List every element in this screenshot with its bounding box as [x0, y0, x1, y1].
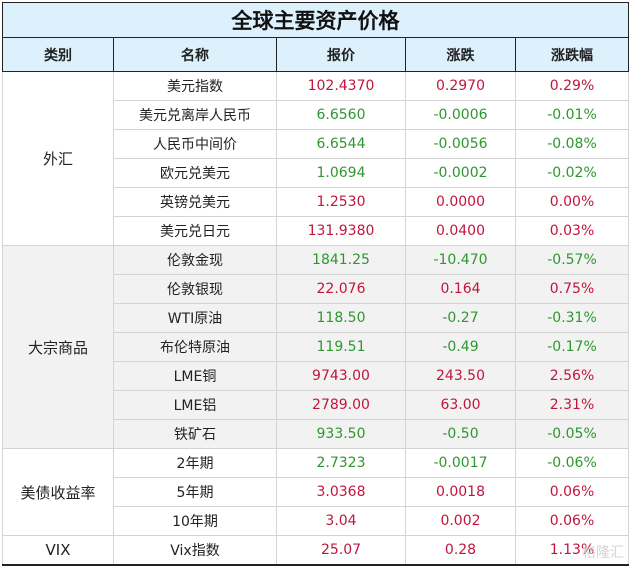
change-cell: 243.50 [405, 361, 516, 391]
table-title: 全球主要资产价格 [1, 2, 630, 38]
name-cell: 铁矿石 [113, 419, 277, 449]
pct-cell: 1.13% [514, 535, 630, 566]
category-cell: VIX [2, 535, 114, 566]
pct-cell: -0.05% [514, 419, 630, 449]
price-cell: 933.50 [276, 419, 406, 449]
table-row: 大宗商品 伦敦金现 1841.25 -10.470 -0.57% [2, 245, 630, 449]
category-cell: 外汇 [2, 71, 114, 246]
name-cell: 英镑兑美元 [113, 187, 277, 217]
pct-cell: 0.06% [514, 506, 630, 536]
price-cell: 1.2530 [276, 187, 406, 217]
header-name: 名称 [113, 37, 277, 72]
name-cell: 伦敦银现 [113, 274, 277, 304]
pct-cell: 0.06% [514, 477, 630, 507]
price-cell: 3.0368 [276, 477, 406, 507]
change-cell: -0.0006 [405, 100, 516, 130]
pct-cell: -0.57% [514, 245, 630, 275]
pct-cell: -0.08% [514, 129, 630, 159]
change-cell: 0.002 [405, 506, 516, 536]
table-row: 5年期 3.0368 0.0018 0.06% [3, 477, 630, 507]
change-cell: -0.49 [405, 332, 516, 362]
table-row: LME铝 2789.00 63.00 2.31% [3, 390, 630, 420]
name-cell: 欧元兑美元 [113, 158, 277, 188]
name-cell: 2年期 [113, 448, 277, 478]
change-cell: 0.164 [405, 274, 516, 304]
change-cell: 0.0400 [405, 216, 516, 246]
price-cell: 2.7323 [276, 448, 406, 478]
name-cell: 10年期 [113, 506, 277, 536]
watermark: 格隆汇 [582, 545, 624, 561]
table-row: 英镑兑美元 1.2530 0.0000 0.00% [3, 187, 630, 217]
price-cell: 9743.00 [276, 361, 406, 391]
pct-cell: 0.00% [514, 187, 630, 217]
price-cell: 25.07 [276, 535, 406, 566]
header-category: 类别 [2, 37, 114, 72]
pct-cell: 2.56% [514, 361, 630, 391]
category-cell: 大宗商品 [2, 245, 114, 449]
pct-cell: -0.17% [514, 332, 630, 362]
table-row: VIX Vix指数 25.07 0.28 1.13% [2, 535, 630, 566]
table-row: 10年期 3.04 0.002 0.06% [3, 506, 630, 536]
pct-cell: 0.29% [514, 71, 630, 101]
price-cell: 6.6544 [276, 129, 406, 159]
table-row: LME铜 9743.00 243.50 2.56% [3, 361, 630, 391]
price-cell: 1.0694 [276, 158, 406, 188]
table-row: 欧元兑美元 1.0694 -0.0002 -0.02% [3, 158, 630, 188]
pct-cell: 2.31% [514, 390, 630, 420]
header-pct: 涨跌幅 [514, 37, 630, 72]
price-cell: 119.51 [276, 332, 406, 362]
change-cell: -0.50 [405, 419, 516, 449]
pct-cell: 0.03% [514, 216, 630, 246]
change-cell: -0.0002 [405, 158, 516, 188]
price-cell: 2789.00 [276, 390, 406, 420]
table-row: 美元兑日元 131.9380 0.0400 0.03% [3, 216, 630, 246]
table-row: 铁矿石 933.50 -0.50 -0.05% [3, 419, 630, 449]
name-cell: 美元兑日元 [113, 216, 277, 246]
header-change: 涨跌 [405, 37, 516, 72]
price-cell: 102.4370 [276, 71, 406, 101]
name-cell: 伦敦金现 [113, 245, 277, 275]
pct-cell: -0.01% [514, 100, 630, 130]
change-cell: 0.2970 [405, 71, 516, 101]
change-cell: -0.27 [405, 303, 516, 333]
price-cell: 6.6560 [276, 100, 406, 130]
change-cell: -10.470 [405, 245, 516, 275]
pct-cell: -0.06% [514, 448, 630, 478]
table-row: 美元兑离岸人民币 6.6560 -0.0006 -0.01% [3, 100, 630, 130]
header-price: 报价 [276, 37, 406, 72]
price-cell: 131.9380 [276, 216, 406, 246]
pct-cell: -0.02% [514, 158, 630, 188]
price-cell: 3.04 [276, 506, 406, 536]
table-row: 人民币中间价 6.6544 -0.0056 -0.08% [3, 129, 630, 159]
name-cell: LME铝 [113, 390, 277, 420]
name-cell: 人民币中间价 [113, 129, 277, 159]
change-cell: -0.0056 [405, 129, 516, 159]
table-row: 外汇 美元指数 102.4370 0.2970 0.29% [2, 71, 630, 246]
pct-cell: 0.75% [514, 274, 630, 304]
name-cell: WTI原油 [113, 303, 277, 333]
change-cell: 0.0018 [405, 477, 516, 507]
name-cell: 美元兑离岸人民币 [113, 100, 277, 130]
name-cell: LME铜 [113, 361, 277, 391]
price-cell: 22.076 [276, 274, 406, 304]
name-cell: 美元指数 [113, 71, 277, 101]
pct-cell: -0.31% [514, 303, 630, 333]
table-row: 伦敦银现 22.076 0.164 0.75% [3, 274, 630, 304]
price-cell: 1841.25 [276, 245, 406, 275]
name-cell: 布伦特原油 [113, 332, 277, 362]
change-cell: -0.0017 [405, 448, 516, 478]
change-cell: 0.0000 [405, 187, 516, 217]
table-row: 美债收益率 2年期 2.7323 -0.0017 -0.06% [2, 448, 630, 536]
name-cell: Vix指数 [113, 535, 277, 566]
change-cell: 63.00 [405, 390, 516, 420]
change-cell: 0.28 [405, 535, 516, 566]
price-cell: 118.50 [276, 303, 406, 333]
category-cell: 美债收益率 [2, 448, 114, 536]
name-cell: 5年期 [113, 477, 277, 507]
